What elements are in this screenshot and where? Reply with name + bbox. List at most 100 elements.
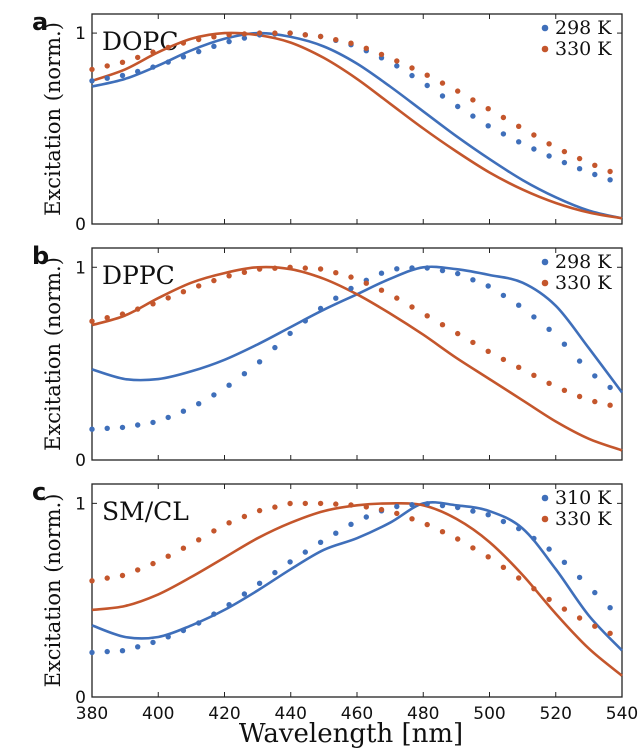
y-tick-label: 1 bbox=[75, 258, 86, 278]
series-point bbox=[455, 330, 461, 337]
series-point bbox=[485, 348, 491, 354]
series-point bbox=[348, 274, 354, 280]
series-point bbox=[470, 545, 476, 551]
series-point bbox=[394, 63, 400, 69]
series-point bbox=[287, 264, 293, 270]
legend-label: 298 K bbox=[555, 251, 612, 273]
series-point bbox=[455, 270, 461, 277]
x-tick-label: 480 bbox=[407, 704, 439, 724]
series-point bbox=[89, 426, 95, 432]
series-point bbox=[348, 40, 354, 46]
series-point bbox=[150, 560, 156, 567]
series-point bbox=[378, 270, 385, 276]
series-point bbox=[576, 615, 583, 621]
x-tick-label: 400 bbox=[142, 704, 174, 724]
series-point bbox=[256, 580, 263, 586]
series-point bbox=[119, 59, 126, 65]
series-point bbox=[516, 575, 522, 581]
series-point bbox=[89, 78, 95, 84]
series-point bbox=[607, 384, 613, 391]
series-point bbox=[150, 49, 156, 55]
series-point bbox=[272, 504, 278, 510]
series-point bbox=[561, 148, 568, 155]
series-point bbox=[104, 648, 110, 655]
series-point bbox=[531, 586, 537, 592]
series-line bbox=[91, 265, 623, 452]
series-point bbox=[135, 68, 141, 75]
series-point bbox=[516, 139, 522, 145]
series-point bbox=[317, 33, 324, 40]
series-point bbox=[485, 123, 491, 129]
series-point bbox=[150, 639, 156, 646]
series-point bbox=[576, 155, 583, 162]
series-point bbox=[546, 596, 552, 603]
series-point bbox=[211, 611, 217, 617]
series-point bbox=[439, 322, 446, 328]
series-point bbox=[394, 295, 400, 301]
series-point bbox=[165, 295, 171, 301]
series-point bbox=[135, 54, 141, 61]
x-tick-label: 520 bbox=[540, 704, 572, 724]
series-point bbox=[180, 40, 187, 46]
y-tick-label: 1 bbox=[75, 494, 86, 514]
series-point bbox=[89, 66, 95, 73]
series-point bbox=[516, 525, 522, 532]
series-point bbox=[470, 277, 476, 283]
series-point bbox=[119, 572, 126, 579]
series-line bbox=[91, 31, 623, 220]
legend-marker bbox=[541, 45, 549, 53]
series-point bbox=[394, 58, 400, 64]
series-point bbox=[500, 292, 507, 299]
legend-marker bbox=[541, 515, 549, 523]
series-point bbox=[470, 508, 476, 514]
series-point bbox=[165, 414, 171, 421]
series-point bbox=[241, 513, 248, 520]
y-axis-label: Excitation (norm.) bbox=[41, 257, 65, 451]
series-point bbox=[180, 408, 187, 414]
legend-label: 330 K bbox=[555, 508, 612, 530]
x-tick-label: 380 bbox=[76, 704, 108, 724]
series-point bbox=[394, 266, 400, 272]
series-point bbox=[211, 43, 217, 49]
series-point bbox=[135, 567, 141, 573]
series-point bbox=[363, 504, 369, 510]
series-point bbox=[485, 512, 491, 518]
series-point bbox=[196, 36, 202, 43]
series-point bbox=[546, 546, 552, 552]
series-point bbox=[546, 380, 552, 386]
series-point bbox=[119, 424, 126, 431]
series-point bbox=[317, 539, 324, 545]
series-point bbox=[531, 146, 537, 152]
series-point bbox=[576, 358, 583, 364]
series-point bbox=[287, 500, 293, 507]
series-point bbox=[561, 606, 568, 612]
series-point bbox=[592, 398, 598, 405]
panel-letter: a bbox=[32, 8, 48, 36]
series-point bbox=[119, 72, 126, 79]
series-point bbox=[424, 501, 430, 507]
series-point bbox=[546, 326, 552, 332]
series-point bbox=[561, 387, 568, 393]
series-point bbox=[333, 270, 339, 276]
series-point bbox=[226, 32, 232, 38]
series-point bbox=[455, 504, 461, 511]
series-point bbox=[317, 500, 324, 507]
x-tick-label: 460 bbox=[341, 704, 373, 724]
series-point bbox=[226, 382, 232, 388]
series-point bbox=[333, 501, 339, 507]
x-tick-label: 500 bbox=[473, 704, 505, 724]
series-point bbox=[592, 589, 598, 596]
series-point bbox=[546, 141, 552, 147]
series-point bbox=[333, 37, 339, 43]
series-point bbox=[455, 103, 461, 110]
series-point bbox=[455, 536, 461, 542]
series-point bbox=[409, 265, 415, 271]
panel-title: DOPC bbox=[102, 27, 179, 56]
legend-marker bbox=[541, 24, 549, 32]
series-point bbox=[363, 514, 369, 520]
series-point bbox=[485, 283, 491, 289]
series-point bbox=[256, 359, 263, 365]
series-point bbox=[592, 162, 598, 168]
series-point bbox=[150, 419, 156, 426]
